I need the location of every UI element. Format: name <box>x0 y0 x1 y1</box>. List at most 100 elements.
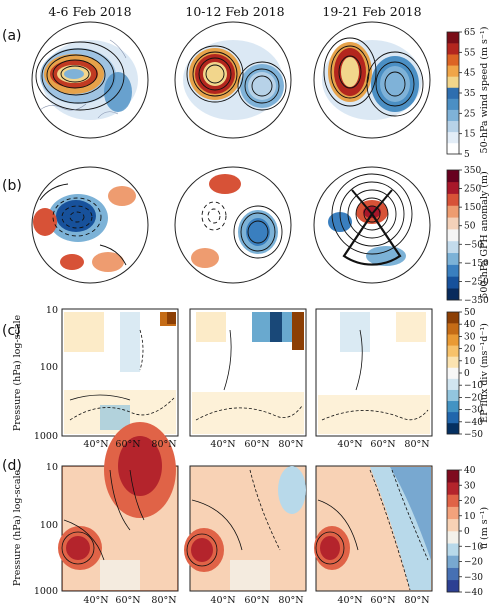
colorbar-b-tick-label: −50 <box>464 240 483 250</box>
colorbar-c-tick-label: 50 <box>464 308 476 318</box>
colorbar-d-tick-label: −30 <box>464 573 483 583</box>
colorbar-b-frame <box>446 169 460 301</box>
row-c-tick-100: 100 <box>40 362 58 373</box>
row-label-c: (c) <box>2 323 21 339</box>
panel-c1-field <box>64 312 176 434</box>
colorbar-a-tick-label: 65 <box>464 28 476 38</box>
panel-c3-field <box>318 312 430 434</box>
colorbar-b-tick-label: 250 <box>464 185 481 195</box>
colorbar-b-segment <box>447 217 459 230</box>
row-b-maps <box>31 166 431 284</box>
colorbar-b-segment <box>447 193 459 206</box>
colorbar-c-tick-label: 10 <box>464 357 476 367</box>
colorbar-c-label: EP flux div (ms⁻¹d⁻¹) <box>479 323 490 423</box>
d2-lat-80: 80°N <box>278 595 303 606</box>
colorbar-c-segment <box>447 323 459 335</box>
colorbar-d-segment <box>447 482 459 495</box>
row-c-tick-10: 10 <box>46 305 58 316</box>
colorbar-a-segment <box>447 54 459 66</box>
colorbar-c: 50 40 30 20 10 0 −10 −20 −30 −40 −50 <box>446 308 483 440</box>
colorbar-d-segment <box>447 567 459 581</box>
colorbar-c-tick-label: 20 <box>464 345 476 355</box>
colorbar-d-tick-label: 0 <box>464 527 470 537</box>
c3-lat-40: 40°N <box>337 439 362 450</box>
colorbar-c-segment <box>447 367 459 379</box>
d3-lat-80: 80°N <box>404 595 429 606</box>
colorbar-a-tick-label: 35 <box>464 89 476 99</box>
d3-lat-40: 40°N <box>337 595 362 606</box>
colorbar-c-tick-label: −40 <box>464 418 483 428</box>
map-a2 <box>174 21 292 139</box>
colorbar-c-segment <box>447 312 459 324</box>
colorbar-d-segment <box>447 494 459 507</box>
colorbar-a: 65 55 45 35 25 15 5 <box>446 28 476 160</box>
colorbar-c-segment <box>447 422 459 435</box>
colorbar-a-tick-label: 15 <box>464 130 476 140</box>
colorbar-a-tick-label: 25 <box>464 109 476 119</box>
colorbar-c-segment <box>447 378 459 390</box>
colorbar-c-segment <box>447 345 459 357</box>
colorbar-b-segment <box>447 288 459 301</box>
row-label-d: (d) <box>2 458 22 474</box>
colorbar-a-segment <box>447 32 459 44</box>
row-c-tick-1000: 1000 <box>34 431 58 442</box>
colorbar-d-tick-label: −40 <box>464 588 483 598</box>
colorbar-a-segment <box>447 120 459 133</box>
colorbar-b-tick-label: 50 <box>464 222 476 232</box>
colorbar-a-segment <box>447 98 459 110</box>
row-d-tick-1000: 1000 <box>34 586 58 597</box>
colorbar-c-tick-label: −10 <box>464 381 483 391</box>
c2-lat-40: 40°N <box>210 439 235 450</box>
colorbar-d-tick-label: −10 <box>464 542 483 552</box>
column-title-2: 10-12 Feb 2018 <box>185 4 284 19</box>
colorbar-a-segment <box>447 142 459 155</box>
colorbar-d-segment <box>447 579 459 593</box>
colorbar-a-segment <box>447 43 459 55</box>
colorbar-a-segment <box>447 131 459 144</box>
colorbar-b-segment <box>447 276 459 289</box>
map-a3 <box>313 21 431 139</box>
colorbar-b: 350 250 150 50 −50 −150 −250 −350 <box>446 166 489 306</box>
panel-c2-field <box>192 312 304 434</box>
colorbar-a-label: 50-hPa wind speed (m s⁻¹) <box>479 27 490 154</box>
colorbar-b-tick-label: 350 <box>464 166 481 176</box>
d2-lat-40: 40°N <box>210 595 235 606</box>
colorbar-c-segment <box>447 334 459 346</box>
colorbar-d-tick-label: −20 <box>464 558 483 568</box>
colorbar-a-tick-label: 55 <box>464 48 476 58</box>
colorbar-a-segment <box>447 109 459 122</box>
colorbar-d-tick-label: 20 <box>464 497 476 507</box>
colorbar-d-segment <box>447 518 459 532</box>
row-d-y-axis-label: Pressure (hPa) log-scale <box>12 469 23 586</box>
colorbar-b-segment <box>447 170 459 183</box>
colorbar-d-segment <box>447 543 459 556</box>
colorbar-a-segment <box>447 87 459 99</box>
d3-lat-60: 60°N <box>370 595 395 606</box>
colorbar-d-segment <box>447 531 459 544</box>
colorbar-c-tick-label: 40 <box>464 320 476 330</box>
d2-lat-60: 60°N <box>244 595 269 606</box>
colorbar-b-segment <box>447 205 459 218</box>
colorbar-b-tick-label: −350 <box>464 296 489 306</box>
map-b2 <box>174 166 292 284</box>
c3-lat-80: 80°N <box>404 439 429 450</box>
colorbar-c-tick-label: −20 <box>464 393 483 403</box>
row-d-tick-100: 100 <box>40 520 58 531</box>
colorbar-d: 40 30 20 10 0 −10 −20 −30 −40 <box>446 466 483 598</box>
d1-lat-80: 80°N <box>151 595 176 606</box>
colorbar-b-tick-label: −150 <box>464 259 489 269</box>
c3-lat-60: 60°N <box>370 439 395 450</box>
c1-lat-80: 80°N <box>151 439 176 450</box>
column-title-1: 4-6 Feb 2018 <box>48 4 131 19</box>
row-d-panels <box>58 422 433 592</box>
panel-d2-field <box>184 466 306 590</box>
colorbar-d-tick-label: 40 <box>464 466 476 476</box>
panel-d1-field <box>58 422 177 590</box>
c1-lat-60: 60°N <box>115 439 140 450</box>
map-b3 <box>313 166 431 284</box>
colorbar-d-label: ū (m s⁻¹) <box>479 507 490 549</box>
colorbar-b-tick-label: 150 <box>464 203 481 213</box>
colorbar-a-segment <box>447 76 459 88</box>
d1-lat-40: 40°N <box>83 595 108 606</box>
